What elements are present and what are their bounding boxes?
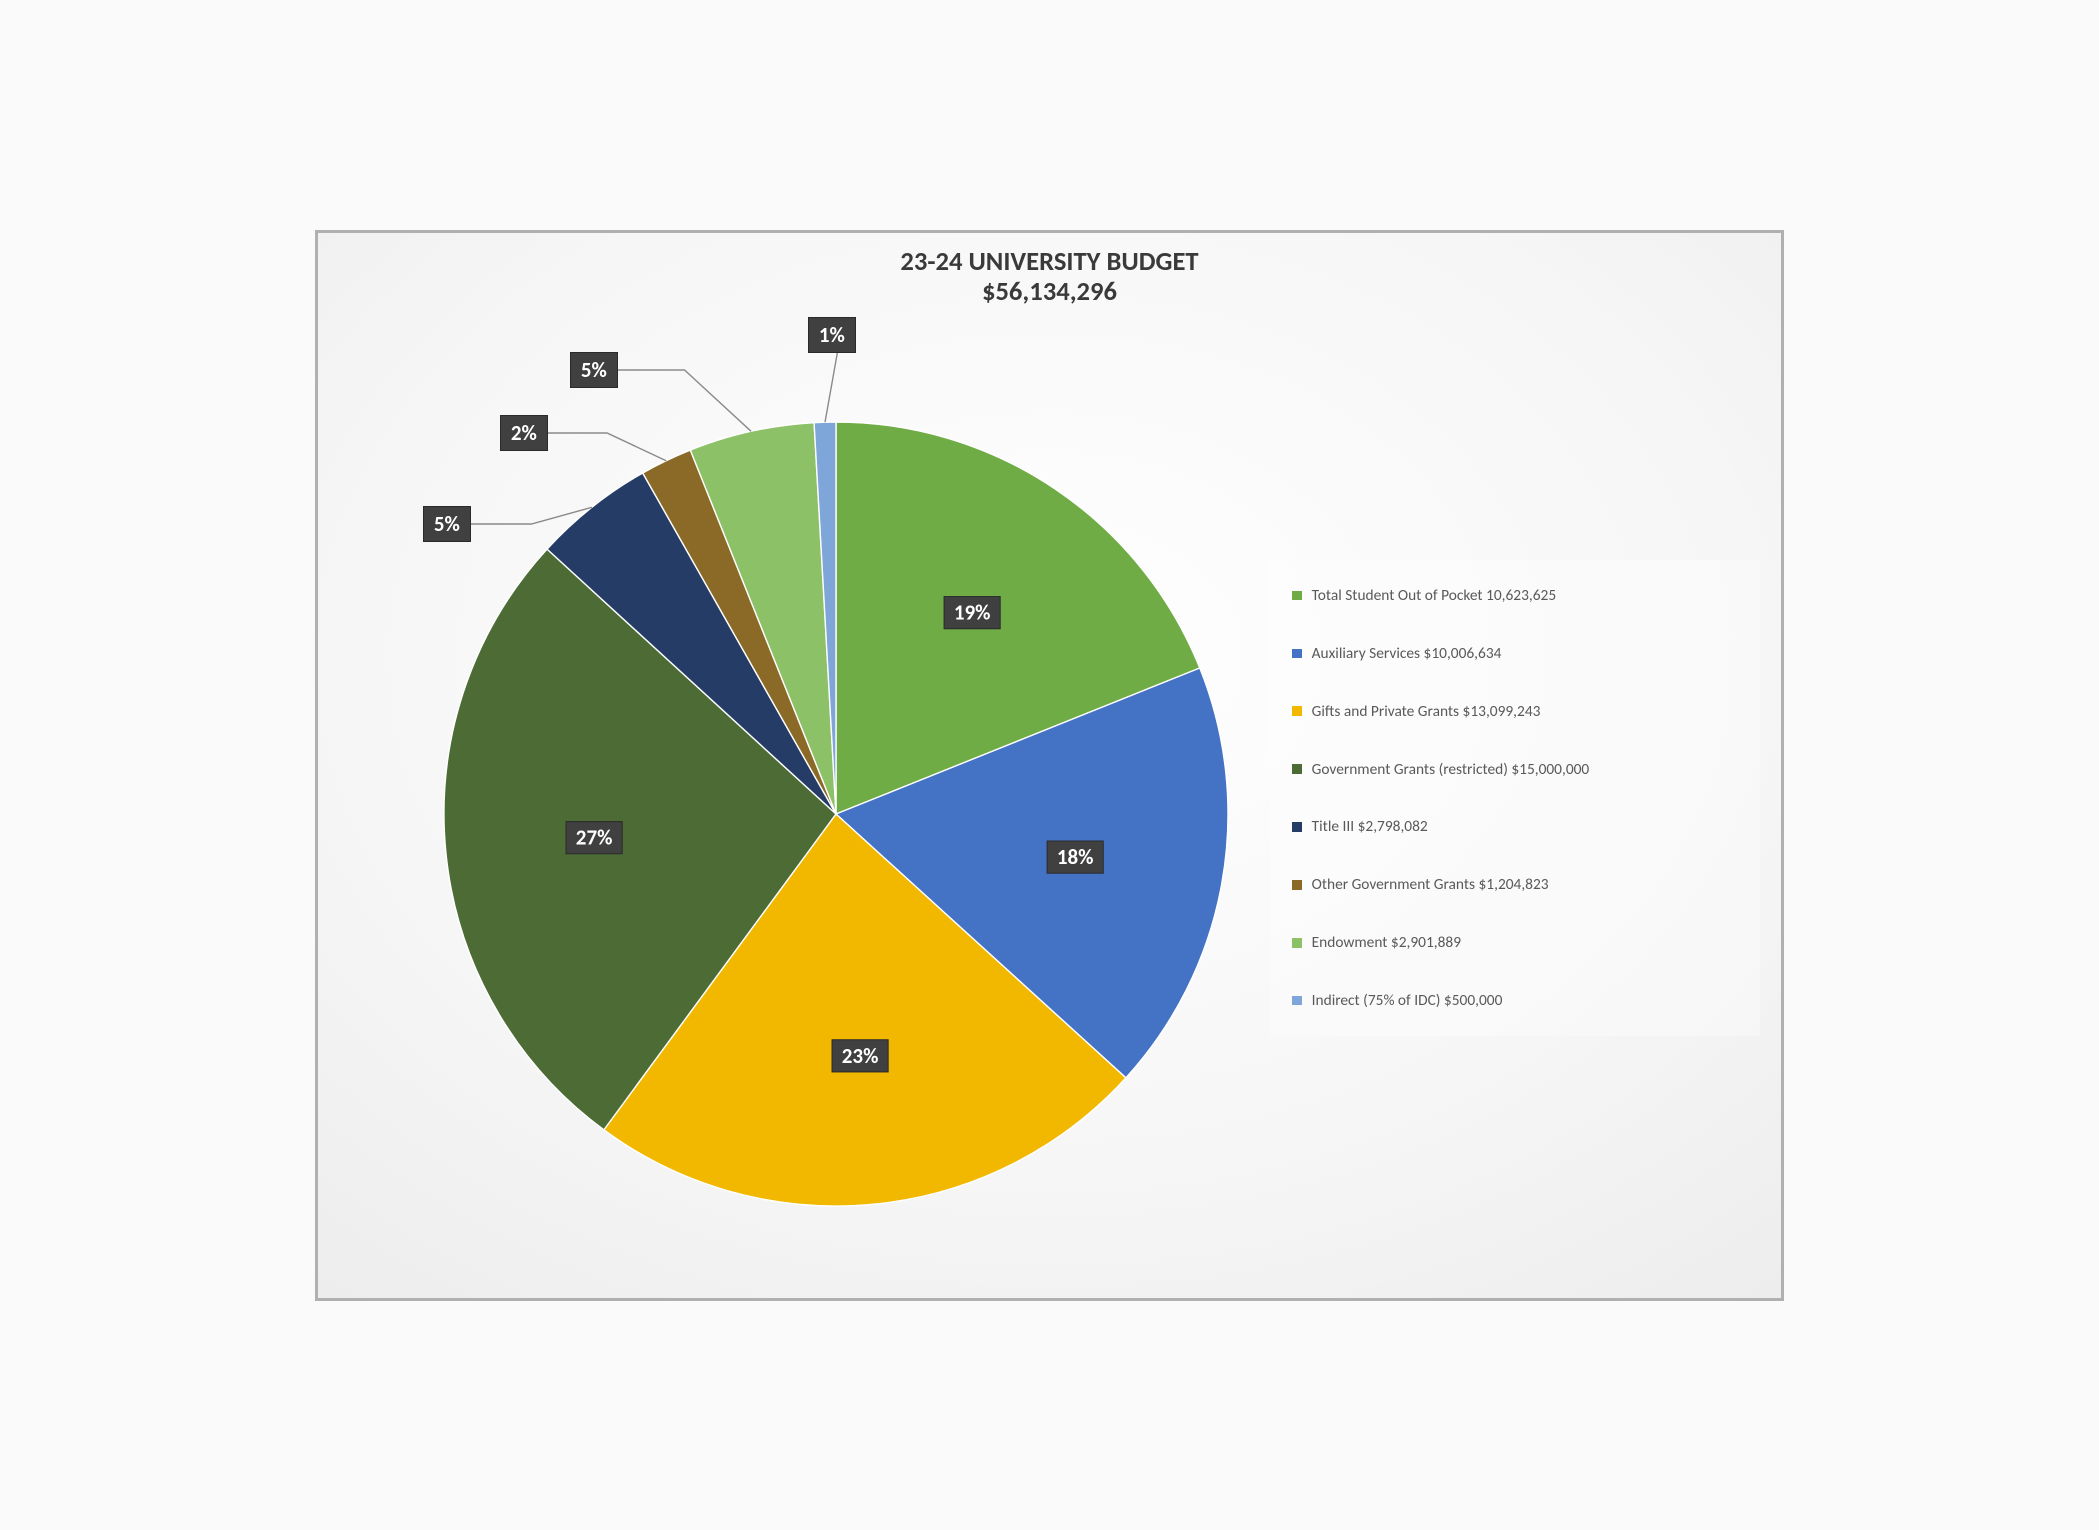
svg-text:23%: 23% (842, 1042, 879, 1068)
data-label-title-iii: 5% (423, 506, 471, 542)
legend-swatch-auxiliary-services (1292, 649, 1302, 659)
legend-swatch-endowment (1292, 938, 1302, 948)
legend-label-other-gov-grants: Other Government Grants $1,204,823 (1312, 875, 1549, 894)
legend-swatch-indirect (1292, 996, 1302, 1006)
legend-item-title-iii: Title III $2,798,082 (1292, 817, 1738, 836)
data-label-auxiliary-services: 18% (1047, 841, 1103, 873)
legend-item-endowment: Endowment $2,901,889 (1292, 933, 1738, 952)
legend-item-other-gov-grants: Other Government Grants $1,204,823 (1292, 875, 1738, 894)
title-line-1: 23-24 UNIVERSITY BUDGET (318, 247, 1781, 278)
data-label-student-out-of-pocket: 19% (944, 596, 1000, 628)
legend-item-indirect: Indirect (75% of IDC) $500,000 (1292, 991, 1738, 1010)
legend-swatch-gifts-private-grants (1292, 706, 1302, 716)
legend-swatch-student-out-of-pocket (1292, 591, 1302, 601)
legend-item-government-grants: Government Grants (restricted) $15,000,0… (1292, 760, 1738, 779)
data-label-endowment: 5% (570, 352, 618, 388)
pie-svg: 19% 18% 23% 27% (430, 408, 1242, 1220)
legend: Total Student Out of Pocket 10,623,625 Au… (1270, 560, 1760, 1036)
legend-label-auxiliary-services: Auxiliary Services $10,006,634 (1312, 644, 1502, 663)
legend-item-auxiliary-services: Auxiliary Services $10,006,634 (1292, 644, 1738, 663)
data-label-other-gov-grants: 2% (500, 415, 548, 451)
legend-label-student-out-of-pocket: Total Student Out of Pocket 10,623,625 (1312, 586, 1557, 605)
title-line-2: $56,134,296 (318, 277, 1781, 308)
data-label-gifts-private-grants: 23% (832, 1039, 888, 1071)
data-label-government-grants: 27% (566, 821, 622, 853)
legend-label-title-iii: Title III $2,798,082 (1312, 817, 1428, 836)
legend-label-government-grants: Government Grants (restricted) $15,000,0… (1312, 760, 1590, 779)
data-label-indirect: 1% (808, 317, 856, 353)
legend-item-student-out-of-pocket: Total Student Out of Pocket 10,623,625 (1292, 586, 1738, 605)
legend-swatch-other-gov-grants (1292, 880, 1302, 890)
legend-swatch-title-iii (1292, 822, 1302, 832)
pie-chart: 19% 18% 23% 27% (430, 408, 1242, 1220)
legend-swatch-government-grants (1292, 764, 1302, 774)
chart-frame: 23-24 UNIVERSITY BUDGET $56,134,296 19%1… (315, 230, 1784, 1301)
svg-text:27%: 27% (576, 824, 613, 850)
svg-text:18%: 18% (1057, 844, 1094, 870)
legend-label-endowment: Endowment $2,901,889 (1312, 933, 1461, 952)
chart-title: 23-24 UNIVERSITY BUDGET $56,134,296 (318, 247, 1781, 308)
legend-label-indirect: Indirect (75% of IDC) $500,000 (1312, 991, 1503, 1010)
legend-item-gifts-private-grants: Gifts and Private Grants $13,099,243 (1292, 702, 1738, 721)
svg-text:19%: 19% (954, 599, 991, 625)
legend-label-gifts-private-grants: Gifts and Private Grants $13,099,243 (1312, 702, 1541, 721)
